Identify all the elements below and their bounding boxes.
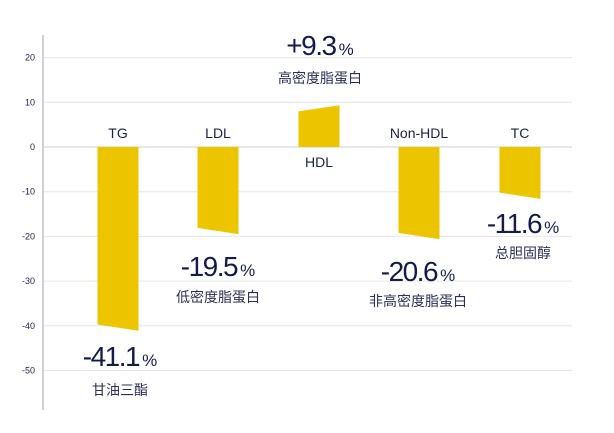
chinese-label: 低密度脂蛋白 [176,289,260,306]
data-label-value: -41.1 [83,341,140,372]
data-label: -19.5% [181,251,255,282]
data-label: -20.6% [381,256,455,287]
bar-ldl [197,147,239,235]
chinese-label: 高密度脂蛋白 [278,70,362,87]
data-label-unit: % [240,261,255,280]
category-label: HDL [305,154,333,170]
data-label: -11.6% [487,208,559,239]
category-label: TG [108,125,127,141]
y-tick-label: -20 [22,231,35,241]
data-label-value: -20.6 [381,256,438,287]
category-label: LDL [205,125,231,141]
bar-tc [499,147,541,199]
data-label: +9.3% [286,30,353,61]
category-label: Non-HDL [390,125,449,141]
data-label-unit: % [440,266,455,285]
bar-tg [97,147,139,331]
category-label: TC [511,125,530,141]
y-tick-label: -30 [22,276,35,286]
y-tick-label: -10 [22,187,35,197]
data-label-value: +9.3 [286,30,336,61]
data-label: -41.1% [83,341,157,372]
chinese-label: 非高密度脂蛋白 [369,293,467,310]
bar-non-hdl [398,147,440,240]
data-label-value: -11.6 [487,208,542,239]
chinese-label: 甘油三酯 [92,383,148,399]
data-label-value: -19.5 [181,251,238,282]
y-tick-label: 0 [30,142,35,152]
y-tick-label: -50 [22,366,35,376]
bar-hdl [298,105,340,147]
y-tick-label: -40 [22,321,35,331]
data-label-unit: % [339,40,354,59]
y-tick-label: 10 [25,97,35,107]
data-label-unit: % [544,218,559,237]
y-tick-label: 20 [25,53,35,63]
data-label-unit: % [142,351,157,370]
chinese-label: 总胆固醇 [495,245,551,262]
